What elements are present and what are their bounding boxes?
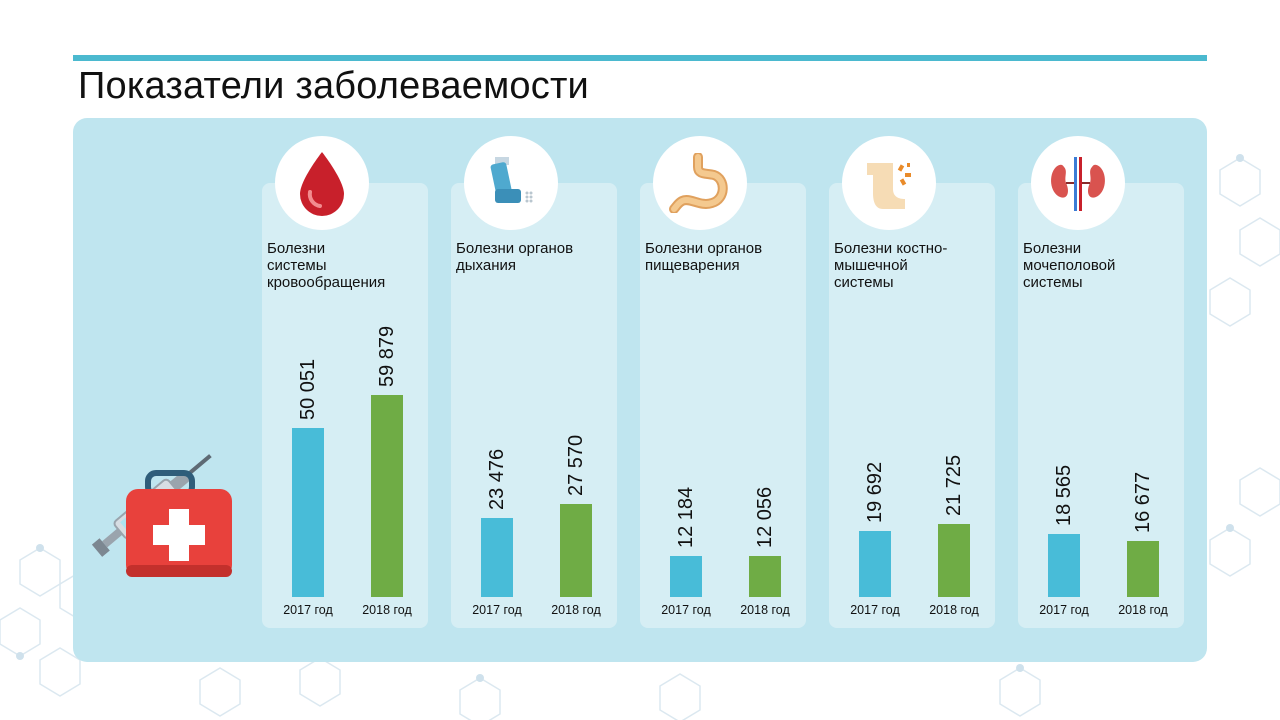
- category-label: Болезни костно- мышечной системы: [834, 240, 948, 291]
- blood-drop-icon: [300, 152, 344, 216]
- bar-value-label: 59 879: [376, 325, 398, 387]
- bar-2017: [481, 517, 513, 597]
- page-title: Показатели заболеваемости: [78, 65, 589, 107]
- inhaler-icon: [490, 157, 533, 203]
- category-card-digestive: [640, 183, 806, 628]
- bar-2017: [1048, 534, 1080, 597]
- top-accent-rule: [73, 55, 1207, 61]
- bar-value-label: 21 725: [943, 454, 965, 516]
- bar-value-label: 19 692: [864, 461, 886, 523]
- bar-2018: [938, 523, 970, 597]
- bar-2017: [859, 530, 891, 597]
- year-label: 2017 год: [283, 603, 333, 617]
- year-label: 2017 год: [1039, 603, 1089, 617]
- bar-2017: [292, 428, 324, 597]
- bar-value-label: 12 056: [754, 487, 776, 549]
- bar-value-label: 23 476: [486, 448, 508, 510]
- icon-circle: [275, 136, 369, 230]
- first-aid-kit-icon: [91, 454, 232, 577]
- bar-2018: [749, 556, 781, 597]
- bar-2018: [371, 395, 403, 597]
- bar-value-label: 50 051: [297, 358, 319, 421]
- stomach-icon: [669, 153, 728, 213]
- category-label: Болезни органов дыхания: [456, 240, 574, 274]
- year-label: 2018 год: [362, 603, 412, 617]
- icon-circle: [1031, 136, 1125, 230]
- category-label: Болезни мочеполовой системы: [1023, 240, 1116, 291]
- bar-2018: [1127, 540, 1159, 597]
- year-label: 2017 год: [850, 603, 900, 617]
- icon-circle: [653, 136, 747, 230]
- icon-circle: [842, 136, 936, 230]
- year-label: 2017 год: [472, 603, 522, 617]
- year-label: 2017 год: [661, 603, 711, 617]
- bar-value-label: 18 565: [1053, 465, 1075, 527]
- bar-2017: [670, 555, 702, 597]
- category-label: Болезни органов пищеварения: [645, 240, 763, 274]
- year-label: 2018 год: [1118, 603, 1168, 617]
- year-label: 2018 год: [551, 603, 601, 617]
- icon-circle: [464, 136, 558, 230]
- joint-pain-icon: [867, 163, 911, 209]
- category-label: Болезни системы кровообращения: [267, 240, 386, 291]
- year-label: 2018 год: [929, 603, 979, 617]
- bar-value-label: 12 184: [675, 486, 697, 548]
- kidneys-icon: [1051, 157, 1105, 211]
- year-label: 2018 год: [740, 603, 790, 617]
- bar-2018: [560, 503, 592, 597]
- bar-value-label: 27 570: [565, 434, 587, 496]
- bar-value-label: 16 677: [1132, 471, 1154, 533]
